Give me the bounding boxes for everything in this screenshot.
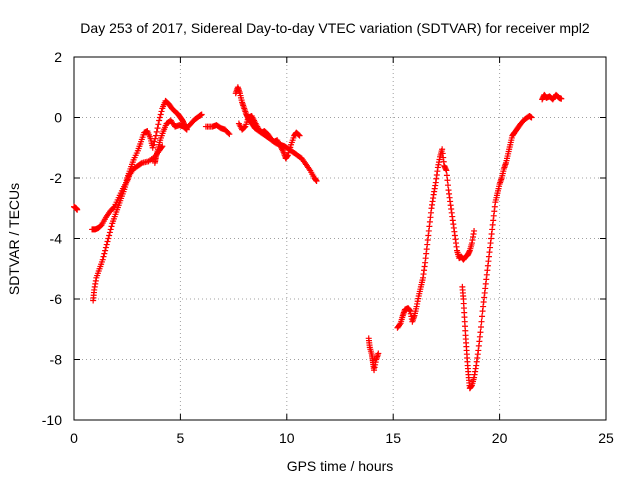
y-tick-labels: -10 -8 -6 -4 -2 0 2 xyxy=(42,49,62,428)
x-tick-label: 5 xyxy=(177,430,185,446)
data-point xyxy=(528,114,535,121)
data-point xyxy=(138,160,145,167)
data-point xyxy=(156,117,163,124)
data-point xyxy=(149,144,156,151)
data-point xyxy=(225,130,232,137)
data-point xyxy=(151,159,158,166)
x-tick-label: 25 xyxy=(598,430,614,446)
data-point xyxy=(152,135,159,142)
grid xyxy=(74,57,606,420)
data-point xyxy=(477,329,484,336)
x-tick-label: 0 xyxy=(70,430,78,446)
data-point xyxy=(157,111,164,118)
axis-ticks xyxy=(73,56,607,421)
data-point xyxy=(396,321,403,328)
data-point xyxy=(99,256,106,263)
data-point xyxy=(296,132,303,139)
data-point xyxy=(74,206,81,213)
y-tick-label: 0 xyxy=(54,110,62,126)
data-point xyxy=(471,227,478,234)
data-point xyxy=(286,147,293,154)
data-point xyxy=(151,138,158,145)
data-point xyxy=(558,95,565,102)
y-tick-label: 2 xyxy=(54,49,62,65)
data-point xyxy=(226,131,233,138)
y-tick-label: -2 xyxy=(50,170,63,186)
y-tick-label: -8 xyxy=(50,352,63,368)
data-point xyxy=(107,226,114,233)
y-tick-label: -10 xyxy=(42,412,62,428)
y-axis-title: SDTVAR / TECUs xyxy=(6,183,22,295)
data-point xyxy=(106,229,113,236)
data-point xyxy=(287,144,294,151)
data-point xyxy=(101,250,108,257)
data-point xyxy=(108,223,115,230)
data-point xyxy=(104,238,111,245)
y-tick-label: -6 xyxy=(50,291,63,307)
data-point xyxy=(158,108,165,115)
data-point xyxy=(152,132,159,139)
data-point xyxy=(100,253,107,260)
x-tick-label: 15 xyxy=(385,430,401,446)
data-point xyxy=(103,241,110,248)
data-point xyxy=(241,124,248,131)
x-tick-label: 20 xyxy=(492,430,508,446)
data-point xyxy=(153,128,160,135)
data-point xyxy=(477,323,484,330)
data-point xyxy=(105,235,112,242)
x-axis-title: GPS time / hours xyxy=(287,458,394,474)
data-point xyxy=(295,131,302,138)
data-points xyxy=(71,84,565,392)
x-tick-labels: 0 5 10 15 20 25 xyxy=(70,430,614,446)
data-point xyxy=(155,121,162,128)
data-point xyxy=(156,114,163,121)
chart-title: Day 253 of 2017, Sidereal Day-to-day VTE… xyxy=(80,20,590,36)
data-point xyxy=(284,152,291,159)
y-tick-label: -4 xyxy=(50,231,63,247)
data-point xyxy=(478,318,485,325)
data-point xyxy=(102,244,109,251)
data-point xyxy=(479,313,486,320)
data-point xyxy=(375,350,382,357)
data-point xyxy=(150,141,157,148)
x-tick-label: 10 xyxy=(279,430,295,446)
data-point xyxy=(154,125,161,132)
data-point xyxy=(159,143,166,150)
data-point xyxy=(313,178,320,185)
data-point xyxy=(106,232,113,239)
data-point xyxy=(198,111,205,118)
data-point xyxy=(285,149,292,156)
data-point xyxy=(102,247,109,254)
